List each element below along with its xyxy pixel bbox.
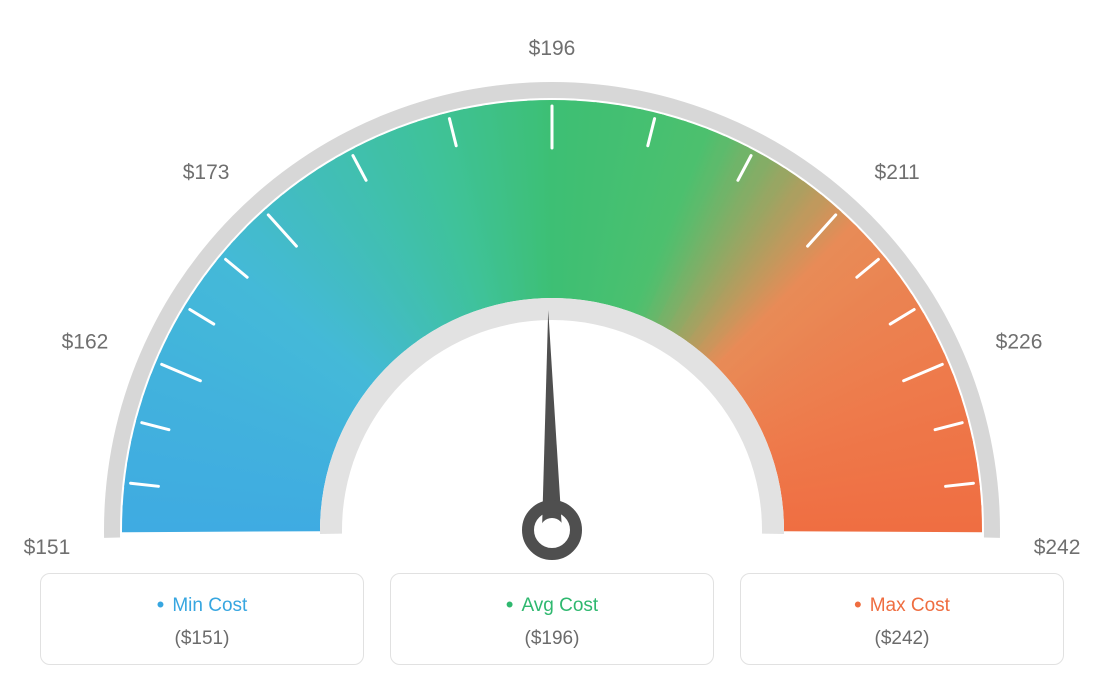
tick-label: $226 (996, 331, 1043, 354)
gauge-needle (528, 310, 576, 554)
legend-card-avg: Avg Cost ($196) (390, 573, 714, 665)
gauge-area: $151 $162 $173 $196 $211 $226 $242 (0, 0, 1104, 570)
tick-label: $211 (875, 161, 920, 184)
legend-value: ($151) (51, 628, 353, 650)
gauge-svg: $151 $162 $173 $196 $211 $226 $242 (0, 0, 1104, 570)
tick-label: $151 (24, 536, 71, 559)
legend-label: Max Cost (751, 592, 1053, 618)
tick-label: $162 (62, 331, 109, 354)
legend-card-min: Min Cost ($151) (40, 573, 364, 665)
legend-label: Min Cost (51, 592, 353, 618)
legend-value: ($242) (751, 628, 1053, 650)
tick-label: $196 (529, 37, 576, 60)
legend-value: ($196) (401, 628, 703, 650)
tick-label: $173 (183, 161, 230, 184)
gauge-chart-container: $151 $162 $173 $196 $211 $226 $242 Min Cost ($1… (0, 0, 1104, 690)
legend-card-max: Max Cost ($242) (740, 573, 1064, 665)
tick-label: $242 (1034, 536, 1081, 559)
legend-label: Avg Cost (401, 592, 703, 618)
legend-row: Min Cost ($151) Avg Cost ($196) Max Cost ($24… (40, 573, 1064, 665)
